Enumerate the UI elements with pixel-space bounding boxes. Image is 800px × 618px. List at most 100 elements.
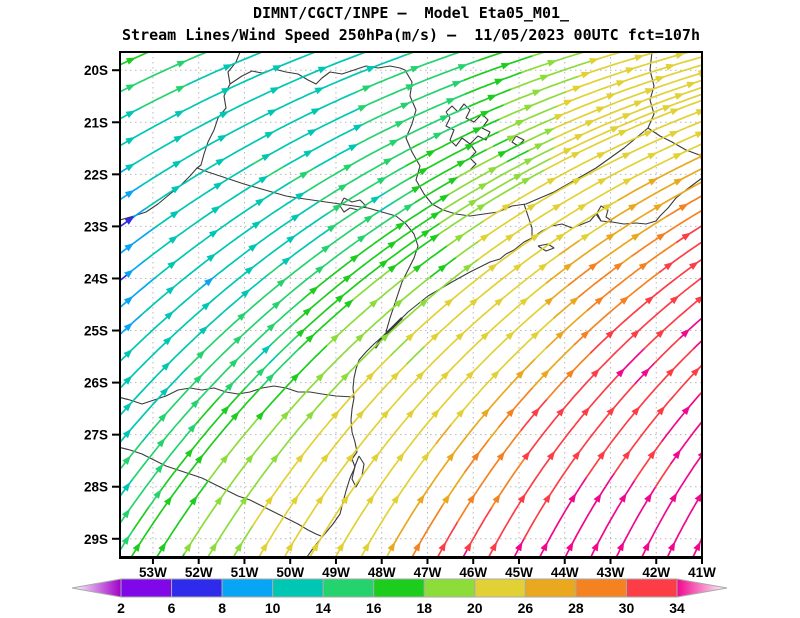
- streamline-segment: [130, 384, 264, 557]
- streamline-arrowhead: [396, 452, 405, 462]
- streamline-arrowhead: [286, 235, 296, 244]
- streamline-segment: [140, 189, 309, 316]
- streamline-segment: [488, 373, 620, 557]
- streamline-segment: [385, 177, 412, 194]
- streamline-arrowhead: [376, 176, 387, 185]
- streamline-arrowhead: [425, 149, 436, 158]
- streamline-arrowhead: [206, 253, 217, 262]
- streamline-arrowhead: [122, 428, 132, 439]
- streamline-arrowhead: [669, 108, 680, 116]
- streamline-arrowhead: [454, 233, 465, 242]
- streamline-arrowhead: [647, 449, 656, 460]
- streamline-arrowhead: [315, 372, 325, 382]
- y-tick-label: 21S: [84, 115, 108, 130]
- streamline-segment: [463, 54, 534, 81]
- streamline-arrowhead: [198, 325, 209, 335]
- streamline-arrowhead: [432, 132, 443, 140]
- streamline-arrowhead: [563, 99, 574, 107]
- streamline-arrowhead: [631, 406, 641, 416]
- streamline-arrowhead: [588, 262, 599, 271]
- streamline-segment: [160, 387, 246, 491]
- streamline-segment: [244, 361, 271, 390]
- streamline-arrowhead: [125, 110, 136, 118]
- streamline-arrowhead: [497, 150, 508, 159]
- streamline-segment: [593, 52, 624, 61]
- streamline-arrowhead: [580, 233, 591, 242]
- streamline-arrowhead: [605, 232, 616, 242]
- streamline-arrowhead: [597, 450, 606, 460]
- y-tick-label: 23S: [84, 219, 108, 234]
- x-tick-label: 51W: [231, 565, 259, 580]
- streamline-arrowhead: [330, 333, 340, 343]
- streamline-arrowhead: [656, 232, 667, 241]
- streamline-arrowhead: [439, 115, 450, 123]
- streamline-arrowhead: [190, 398, 200, 409]
- streamline-arrowhead: [640, 367, 650, 378]
- streamline-arrowhead: [285, 541, 294, 552]
- streamline-arrowhead: [173, 135, 184, 143]
- colorbar-label: 28: [568, 600, 584, 616]
- colorbar-label: 20: [467, 600, 483, 616]
- streamline-segment: [298, 222, 441, 336]
- streamline-arrowhead: [265, 495, 274, 505]
- streamline-arrowhead: [208, 229, 219, 238]
- streamline-arrowhead: [693, 541, 701, 552]
- streamline-arrowhead: [403, 203, 414, 212]
- streamline-arrowhead: [400, 102, 411, 110]
- streamline-segment: [266, 165, 286, 178]
- streamline-arrowhead: [647, 152, 658, 160]
- streamline-arrowhead: [387, 240, 398, 249]
- streamline-arrowhead: [174, 110, 185, 118]
- streamline-arrowhead: [615, 368, 625, 378]
- streamline-arrowhead: [416, 494, 425, 504]
- streamline-arrowhead: [302, 307, 313, 317]
- x-tick-label: 41W: [688, 565, 716, 580]
- streamline-arrowhead: [678, 203, 689, 212]
- streamline-arrowhead: [642, 541, 650, 552]
- streamline-arrowhead: [487, 94, 498, 102]
- streamline-arrowhead: [638, 262, 649, 271]
- streamline-arrowhead: [554, 113, 565, 121]
- streamline-segment: [277, 333, 300, 355]
- streamline-arrowhead: [465, 370, 475, 380]
- streamline-arrowhead: [515, 541, 523, 552]
- streamline-segment: [534, 346, 548, 360]
- streamline-arrowhead: [315, 494, 324, 505]
- streamline-arrowhead: [441, 493, 451, 504]
- streamline-arrowhead: [644, 492, 653, 503]
- streamline-arrowhead: [363, 215, 374, 224]
- streamline-segment: [400, 193, 450, 226]
- streamline-arrowhead: [124, 242, 134, 252]
- streamline-arrowhead: [472, 126, 483, 135]
- colorbar-segment: [474, 578, 526, 598]
- streamline-arrowhead: [534, 142, 545, 151]
- streamline-arrowhead: [342, 274, 353, 283]
- streamline-segment: [412, 148, 488, 191]
- streamline-arrowhead: [229, 358, 239, 368]
- streamline-arrowhead: [305, 333, 315, 343]
- streamline-arrowhead: [222, 64, 233, 72]
- streamline-arrowhead: [643, 130, 654, 138]
- streamline-arrowhead: [630, 329, 640, 339]
- streamline-arrowhead: [440, 370, 450, 380]
- streamline-segment: [633, 439, 664, 482]
- streamline-segment: [139, 54, 407, 187]
- colorbar-right-arrow: [676, 578, 728, 598]
- streamline-arrowhead: [490, 369, 500, 380]
- streamline-arrowhead: [506, 407, 515, 418]
- streamline-arrowhead: [161, 361, 171, 371]
- streamline-arrowhead: [405, 84, 416, 91]
- streamline-arrowhead: [405, 408, 415, 419]
- streamline-arrowhead: [217, 134, 228, 143]
- streamline-segment: [621, 254, 634, 264]
- x-tick-label: 49W: [322, 565, 350, 580]
- streamline-segment: [120, 273, 270, 416]
- streamline-arrowhead: [467, 493, 476, 504]
- streamline-arrowhead: [124, 269, 134, 278]
- streamline-arrowhead: [123, 295, 134, 305]
- x-tick-label: 53W: [139, 565, 167, 580]
- streamline-arrowhead: [694, 131, 702, 139]
- streamline-arrowhead: [176, 60, 187, 68]
- streamline-segment: [120, 284, 205, 362]
- y-tick-label: 24S: [84, 271, 108, 286]
